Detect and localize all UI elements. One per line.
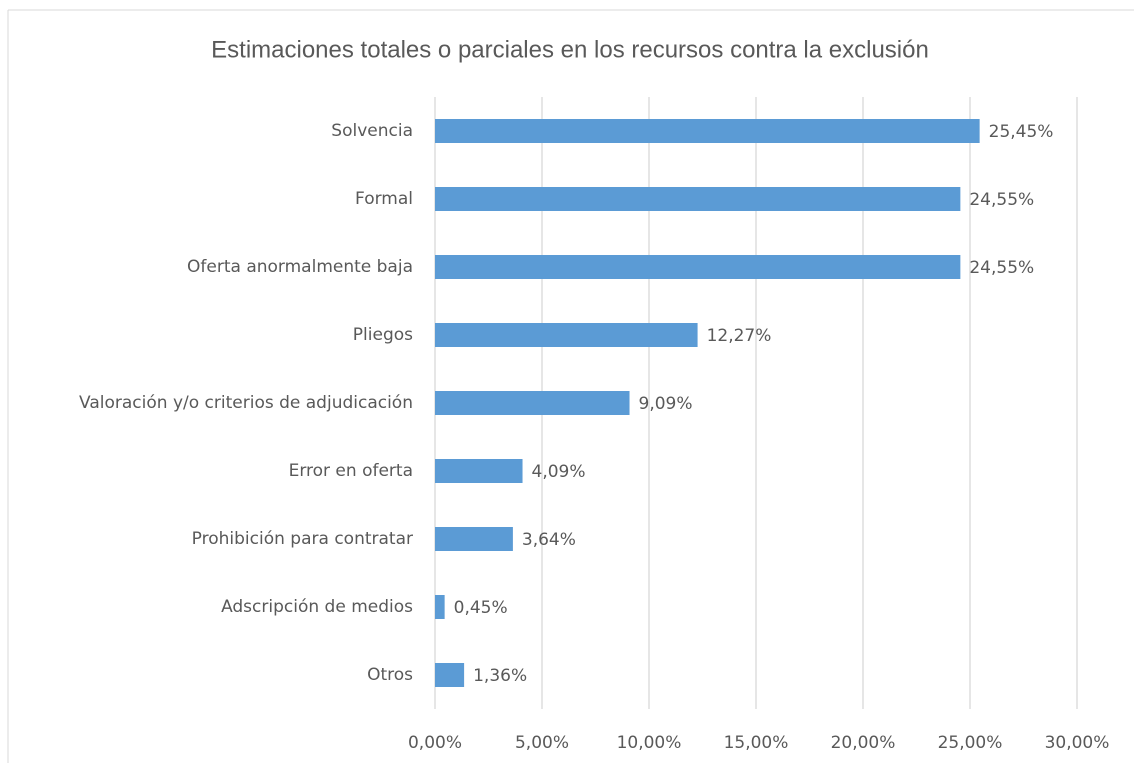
x-tick-label: 10,00% [617,733,682,753]
data-label: 0,45% [454,598,508,618]
bar [435,119,980,143]
bar [435,391,630,415]
bar [435,323,698,347]
bar [435,663,465,687]
data-label: 4,09% [532,462,586,482]
x-tick-label: 30,00% [1045,733,1110,753]
data-label: 25,45% [989,122,1054,142]
data-label: 9,09% [639,394,693,414]
x-tick-label: 5,00% [515,733,569,753]
bar [435,595,445,619]
y-tick-label: Formal [355,189,413,209]
data-label: 24,55% [969,258,1034,278]
y-tick-label: Adscripción de medios [221,597,413,617]
x-tick-label: 15,00% [724,733,789,753]
y-tick-label: Oferta anormalmente baja [187,257,413,277]
x-tick-label: 25,00% [938,733,1003,753]
y-tick-label: Otros [367,665,413,685]
y-tick-label: Prohibición para contratar [192,529,413,549]
bar [435,459,523,483]
data-label: 24,55% [969,190,1034,210]
y-tick-label: Error en oferta [289,461,413,481]
bar [435,527,513,551]
x-tick-label: 20,00% [831,733,896,753]
data-label: 12,27% [707,326,772,346]
y-tick-label: Pliegos [353,325,413,345]
bar [435,255,961,279]
data-label: 1,36% [473,666,527,686]
y-tick-label: Solvencia [331,121,413,141]
bar [435,187,961,211]
data-label: 3,64% [522,530,576,550]
y-tick-label: Valoración y/o criterios de adjudicación [79,393,413,413]
x-tick-label: 0,00% [408,733,462,753]
chart-title: Estimaciones totales o parciales en los … [211,36,929,63]
